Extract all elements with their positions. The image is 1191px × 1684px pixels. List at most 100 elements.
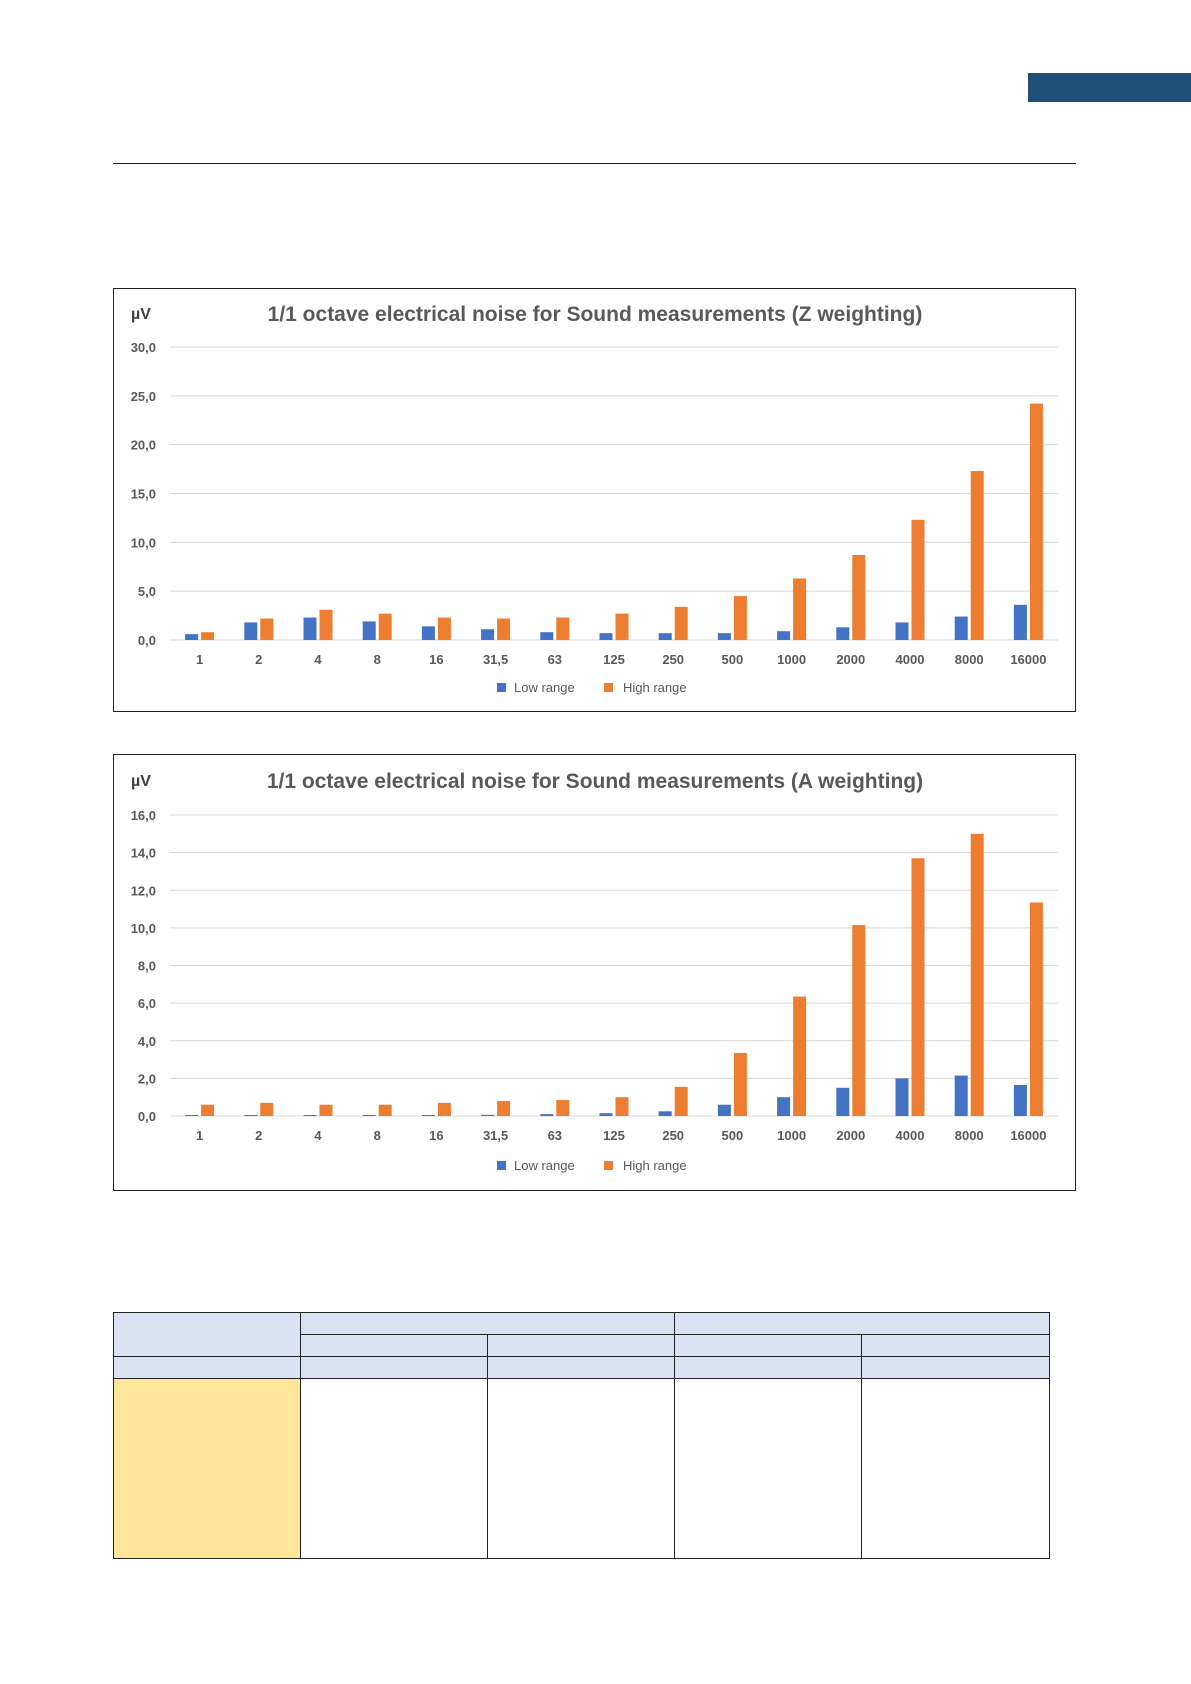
y-axis-unit-label: µV bbox=[131, 773, 151, 790]
bar-high-range bbox=[674, 1086, 688, 1116]
bar-low-range bbox=[185, 1115, 199, 1116]
table-header-corner bbox=[113, 1312, 301, 1357]
bar-low-range bbox=[1013, 1084, 1027, 1116]
y-tick-label: 5,0 bbox=[138, 584, 156, 599]
bar-low-range bbox=[481, 1114, 495, 1116]
x-tick-label: 16 bbox=[429, 1128, 443, 1143]
header-rule bbox=[113, 163, 1076, 164]
y-tick-label: 12,0 bbox=[131, 883, 156, 898]
bar-high-range bbox=[615, 1097, 629, 1116]
bar-low-range bbox=[895, 1078, 909, 1116]
table-subheader-3 bbox=[674, 1334, 862, 1357]
table-unit-cell-3 bbox=[674, 1356, 862, 1379]
x-tick-label: 1000 bbox=[777, 1128, 806, 1143]
bar-low-range bbox=[717, 633, 731, 640]
y-axis-unit-label: µV bbox=[131, 306, 151, 323]
y-tick-label: 30,0 bbox=[131, 340, 156, 355]
y-tick-label: 25,0 bbox=[131, 389, 156, 404]
bar-high-range bbox=[911, 858, 925, 1116]
table-unit-cell-4 bbox=[861, 1356, 1050, 1379]
bar-low-range bbox=[599, 1113, 613, 1116]
y-tick-label: 0,0 bbox=[138, 633, 156, 648]
bar-low-range bbox=[244, 622, 258, 640]
x-tick-label: 8 bbox=[374, 1128, 381, 1143]
bar-high-range bbox=[733, 1052, 747, 1116]
bar-high-range bbox=[556, 1100, 570, 1116]
bar-low-range bbox=[421, 1115, 435, 1116]
x-tick-label: 4000 bbox=[896, 652, 925, 667]
x-tick-label: 2000 bbox=[836, 652, 865, 667]
bar-high-range bbox=[852, 925, 866, 1116]
table-unit-cell-2 bbox=[487, 1356, 675, 1379]
y-tick-label: 14,0 bbox=[131, 846, 156, 861]
chart-z-svg: 1/1 octave electrical noise for Sound me… bbox=[131, 303, 1058, 695]
y-tick-label: 20,0 bbox=[131, 438, 156, 453]
x-tick-label: 250 bbox=[662, 1128, 684, 1143]
table-subheader-2 bbox=[487, 1334, 675, 1357]
x-tick-label: 2 bbox=[255, 1128, 262, 1143]
bar-low-range bbox=[895, 622, 909, 640]
bar-high-range bbox=[793, 578, 807, 640]
bar-low-range bbox=[599, 633, 613, 640]
x-tick-label: 63 bbox=[548, 1128, 562, 1143]
bar-high-range bbox=[674, 606, 688, 640]
legend-swatch-low-range bbox=[497, 1161, 506, 1170]
legend-swatch-low-range bbox=[497, 683, 506, 692]
table-header-group-2 bbox=[674, 1312, 1050, 1335]
bar-high-range bbox=[201, 1104, 215, 1116]
table-cell-1 bbox=[300, 1378, 488, 1559]
bar-high-range bbox=[437, 1102, 451, 1116]
bar-high-range bbox=[556, 617, 570, 640]
bar-high-range bbox=[437, 617, 451, 640]
chart-title: 1/1 octave electrical noise for Sound me… bbox=[268, 303, 923, 326]
table-unit-cell-1 bbox=[300, 1356, 488, 1379]
bar-high-range bbox=[497, 1100, 511, 1116]
chart-a-svg: 1/1 octave electrical noise for Sound me… bbox=[131, 770, 1058, 1173]
bar-high-range bbox=[260, 618, 274, 640]
chart-a-weighting: 1/1 octave electrical noise for Sound me… bbox=[113, 754, 1076, 1191]
table-cell-4 bbox=[861, 1378, 1050, 1559]
x-tick-label: 63 bbox=[548, 652, 562, 667]
bar-high-range bbox=[970, 833, 984, 1116]
bar-low-range bbox=[836, 627, 850, 640]
legend-label-low-range: Low range bbox=[514, 1158, 575, 1173]
x-tick-label: 16000 bbox=[1010, 1128, 1046, 1143]
bar-low-range bbox=[777, 1097, 791, 1116]
bar-high-range bbox=[201, 632, 215, 640]
x-tick-label: 1 bbox=[196, 652, 203, 667]
table-subheader-4 bbox=[861, 1334, 1050, 1357]
bar-low-range bbox=[954, 616, 968, 640]
y-tick-label: 8,0 bbox=[138, 959, 156, 974]
table-cell-2 bbox=[487, 1378, 675, 1559]
bar-low-range bbox=[421, 626, 435, 640]
bar-high-range bbox=[378, 613, 392, 640]
bar-high-range bbox=[852, 555, 866, 640]
bar-high-range bbox=[319, 609, 333, 640]
chart-title: 1/1 octave electrical noise for Sound me… bbox=[267, 770, 923, 793]
bar-low-range bbox=[777, 631, 791, 640]
legend-label-high-range: High range bbox=[623, 1158, 687, 1173]
bar-high-range bbox=[911, 519, 925, 640]
bar-low-range bbox=[1013, 604, 1027, 640]
x-tick-label: 4 bbox=[314, 652, 322, 667]
bar-high-range bbox=[378, 1104, 392, 1116]
data-table bbox=[113, 1312, 1050, 1559]
bar-low-range bbox=[362, 1115, 376, 1116]
bar-low-range bbox=[303, 617, 317, 640]
y-tick-label: 2,0 bbox=[138, 1071, 156, 1086]
legend-swatch-high-range bbox=[604, 683, 613, 692]
x-tick-label: 2 bbox=[255, 652, 262, 667]
legend-swatch-high-range bbox=[604, 1161, 613, 1170]
bar-low-range bbox=[362, 621, 376, 640]
bar-low-range bbox=[717, 1104, 731, 1116]
y-tick-label: 10,0 bbox=[131, 921, 156, 936]
x-tick-label: 4000 bbox=[896, 1128, 925, 1143]
bar-high-range bbox=[260, 1102, 274, 1116]
x-tick-label: 2000 bbox=[836, 1128, 865, 1143]
x-tick-label: 16 bbox=[429, 652, 443, 667]
x-tick-label: 500 bbox=[722, 652, 744, 667]
bar-high-range bbox=[615, 613, 629, 640]
bar-high-range bbox=[1029, 403, 1043, 640]
bar-low-range bbox=[540, 632, 554, 640]
bar-low-range bbox=[658, 1111, 672, 1116]
